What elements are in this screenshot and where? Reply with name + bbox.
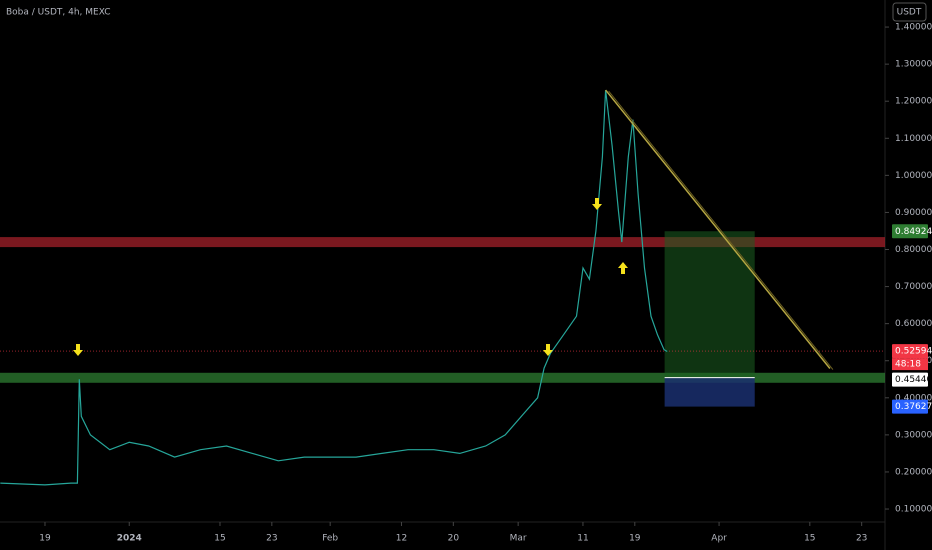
y-tick-label: 0.10000 — [895, 505, 932, 515]
target-label-box — [892, 224, 928, 239]
y-tick-label: 0.30000 — [895, 430, 932, 440]
last-price-label-box — [892, 344, 928, 359]
x-tick-label: 19 — [629, 534, 641, 544]
profit-zone — [664, 231, 755, 378]
arrow-annotation — [618, 262, 628, 274]
countdown-box — [892, 358, 928, 371]
y-tick-label: 1.10000 — [895, 134, 932, 144]
x-tick-label: 20 — [448, 534, 460, 544]
y-tick-label: 1.00000 — [895, 171, 932, 181]
currency-button[interactable] — [892, 2, 927, 22]
currency-label[interactable]: USDT — [897, 8, 922, 18]
entry-label: 0.45440 — [895, 375, 932, 385]
x-tick-label: 12 — [396, 534, 407, 544]
y-tick-label: 0.60000 — [895, 319, 932, 329]
y-tick-label: 0.70000 — [895, 282, 932, 292]
x-tick-label: 11 — [577, 534, 588, 544]
trendline — [608, 90, 834, 370]
arrow-annotation — [73, 344, 83, 356]
y-tick-label: 1.20000 — [895, 97, 932, 107]
arrow-annotation — [592, 198, 602, 210]
last-price-label: 0.52594 — [895, 347, 932, 357]
loss-zone — [664, 377, 755, 407]
target-label: 0.84924 — [895, 227, 932, 237]
y-tick-label: 1.30000 — [895, 60, 932, 70]
stop-label-box — [892, 399, 928, 414]
stop-label: 0.37627 — [895, 402, 932, 412]
entry-label-box — [892, 372, 928, 387]
price-line — [0, 90, 668, 486]
x-tick-label: 15 — [214, 534, 225, 544]
trendline — [605, 89, 831, 369]
y-tick-label: 0.90000 — [895, 208, 932, 218]
x-tick-label: 23 — [856, 534, 867, 544]
chart-title: Boba / USDT, 4h, MEXC — [6, 8, 111, 18]
x-tick-label: Mar — [510, 534, 527, 544]
x-tick-label: Apr — [711, 534, 727, 544]
y-tick-label: 1.40000 — [895, 23, 932, 33]
y-tick-label: 0.40000 — [895, 393, 932, 403]
countdown: 48:18 — [895, 360, 921, 370]
y-tick-label: 0.80000 — [895, 245, 932, 255]
x-tick-label: 19 — [39, 534, 51, 544]
price-zone — [0, 237, 885, 248]
x-tick-label: Feb — [322, 534, 338, 544]
x-tick-label: 2024 — [117, 534, 142, 544]
price-zone — [0, 372, 885, 383]
x-tick-label: 23 — [266, 534, 277, 544]
arrow-annotation — [543, 344, 553, 356]
y-tick-label: 0.20000 — [895, 467, 932, 477]
x-tick-label: 15 — [804, 534, 815, 544]
